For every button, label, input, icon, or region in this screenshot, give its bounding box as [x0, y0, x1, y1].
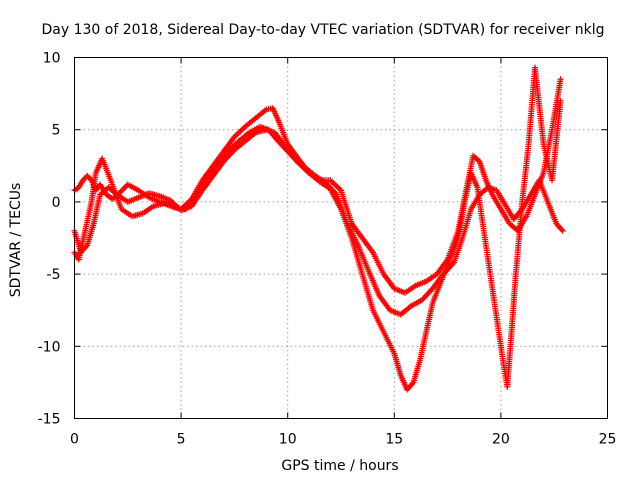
data-point	[557, 76, 564, 83]
x-tick-label: 15	[385, 432, 403, 448]
y-axis-label: SDTVAR / TECUs	[8, 183, 24, 298]
x-tick-label: 0	[70, 432, 79, 448]
x-axis-label: GPS time / hours	[281, 458, 398, 474]
data-point	[120, 185, 127, 192]
y-tick-label: 0	[52, 195, 61, 211]
y-tick-labels: -15 -10 -5 0 5 10	[38, 51, 61, 428]
plot-frame	[74, 57, 608, 419]
y-tick-label: -15	[38, 412, 61, 428]
x-tick-label: 25	[599, 432, 617, 448]
y-tick-label: 10	[43, 51, 61, 67]
grid	[74, 57, 608, 419]
data-point	[85, 174, 92, 181]
chart-title: Day 130 of 2018, Sidereal Day-to-day VTE…	[42, 22, 605, 38]
y-tick-label: -10	[38, 339, 61, 355]
data-point	[119, 187, 126, 194]
y-tick-label: 5	[52, 123, 61, 139]
data-points	[71, 64, 566, 393]
x-tick-label: 20	[492, 432, 510, 448]
series-track-c	[71, 64, 564, 393]
data-point	[559, 227, 566, 234]
x-tick-label: 5	[177, 432, 186, 448]
x-tick-labels: 0 5 10 15 20 25	[70, 432, 616, 448]
y-tick-label: -5	[47, 267, 61, 283]
x-tick-label: 10	[279, 432, 297, 448]
axis-ticks	[74, 57, 608, 419]
data-point	[84, 172, 91, 179]
